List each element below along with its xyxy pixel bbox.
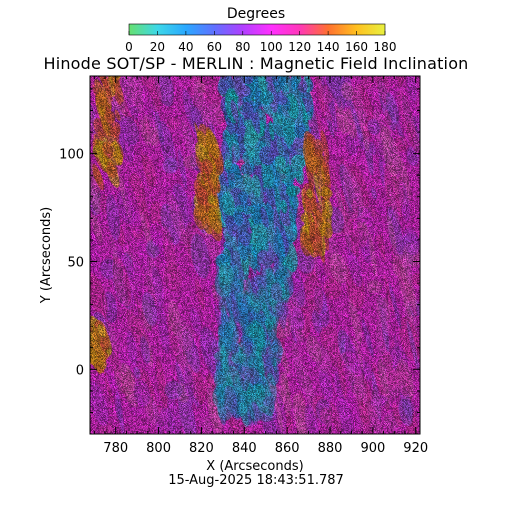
colorbar-tick-label: 140 (317, 40, 340, 54)
texture-high-inclination (97, 59, 113, 75)
y-tick-label: 0 (76, 363, 84, 378)
texture-high-inclination (101, 27, 117, 57)
x-tick-label: 900 (360, 441, 385, 456)
x-tick-label: 860 (275, 441, 300, 456)
texture-high-inclination (95, 43, 104, 60)
colorbar-tick-label: 40 (178, 40, 193, 54)
y-tick-label: 100 (59, 148, 84, 163)
x-axis: 780 800 820 840 860 880 900 920 (93, 76, 428, 456)
x-axis-label: X (Arcseconds) (206, 459, 303, 474)
x-tick-label: 820 (189, 441, 214, 456)
texture-high-inclination (88, 35, 108, 71)
texture-high-inclination (109, 40, 121, 57)
colorbar (128, 23, 386, 36)
texture-high-inclination (100, 33, 115, 57)
y-tick-label: 50 (67, 255, 84, 270)
texture-high-inclination (107, 32, 123, 56)
colorbar-tick-label: 180 (374, 40, 397, 54)
colorbar-tick-label: 120 (288, 40, 311, 54)
texture-high-inclination (105, 52, 112, 65)
colorbar-tick-label: 60 (207, 40, 222, 54)
timestamp: 15-Aug-2025 18:43:51.787 (168, 473, 344, 488)
y-axis-label: Y (Arcseconds) (39, 207, 54, 304)
colorbar-tick-label: 20 (150, 40, 165, 54)
texture-high-inclination (97, 35, 107, 45)
y-axis: 0 50 100 (59, 88, 420, 435)
colorbar-label: Degrees (226, 6, 286, 22)
colorbar-ticks: 0 20 40 60 80 100 120 140 160 180 (125, 31, 396, 54)
x-tick-label: 920 (403, 441, 428, 456)
inclination-map (88, 27, 420, 434)
x-tick-label: 780 (103, 441, 128, 456)
colorbar-tick-label: 80 (235, 40, 250, 54)
x-tick-label: 840 (232, 441, 257, 456)
chart-title: Hinode SOT/SP - MERLIN : Magnetic Field … (43, 54, 469, 73)
colorbar-tick-label: 0 (125, 40, 133, 54)
colorbar-tick-label: 100 (260, 40, 283, 54)
x-tick-label: 880 (318, 441, 343, 456)
x-tick-label: 800 (146, 441, 171, 456)
colorbar-tick-label: 160 (345, 40, 368, 54)
